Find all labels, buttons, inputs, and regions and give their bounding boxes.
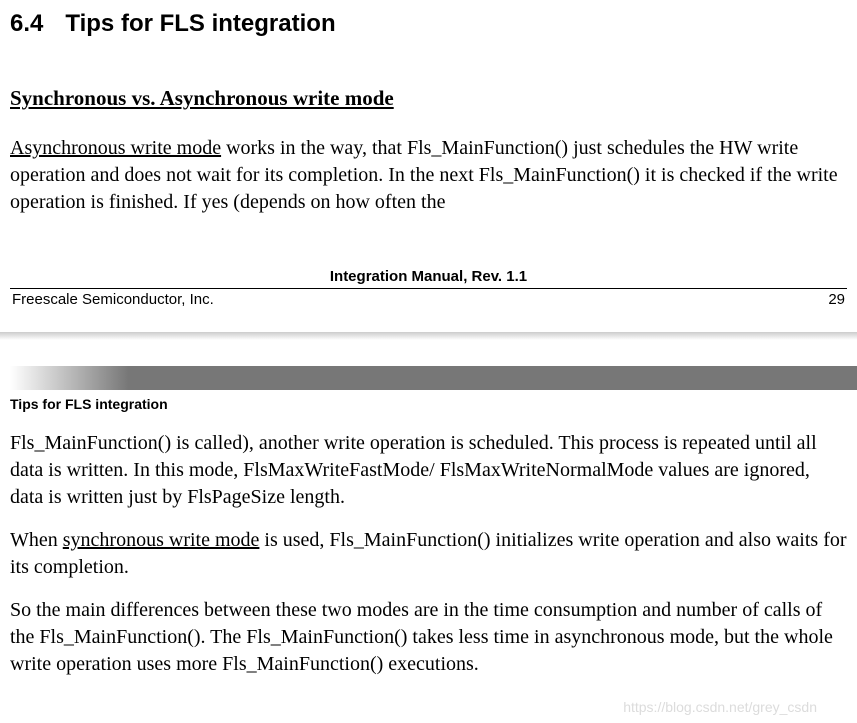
- section-number: 6.4: [10, 10, 43, 38]
- paragraph-3-before: When: [10, 529, 63, 551]
- page2-header-bar: [10, 366, 857, 390]
- watermark: https://blog.csdn.net/grey_csdn: [623, 699, 817, 715]
- paragraph-1: Asynchronous write mode works in the way…: [10, 135, 847, 216]
- async-mode-label: Asynchronous write mode: [10, 137, 221, 159]
- page2-header-label: Tips for FLS integration: [10, 394, 847, 430]
- footer-manual-title: Integration Manual, Rev. 1.1: [10, 268, 847, 285]
- paragraph-4: So the main differences between these tw…: [10, 597, 847, 678]
- page-1-content: 6.4 Tips for FLS integration Synchronous …: [0, 0, 857, 678]
- paragraph-3: When synchronous write mode is used, Fls…: [10, 527, 847, 581]
- paragraph-2: Fls_MainFunction() is called), another w…: [10, 430, 847, 511]
- page-separator: [0, 332, 857, 340]
- footer-divider: [10, 288, 847, 289]
- section-heading: 6.4 Tips for FLS integration: [10, 10, 847, 38]
- section-title: Tips for FLS integration: [65, 10, 335, 37]
- sync-mode-label: synchronous write mode: [63, 529, 260, 551]
- page-footer: Integration Manual, Rev. 1.1 Freescale S…: [10, 268, 847, 308]
- footer-page-number: 29: [828, 291, 845, 308]
- footer-company: Freescale Semiconductor, Inc.: [12, 291, 214, 308]
- subheading-sync-async: Synchronous vs. Asynchronous write mode: [10, 86, 847, 111]
- footer-row: Freescale Semiconductor, Inc. 29: [10, 291, 847, 308]
